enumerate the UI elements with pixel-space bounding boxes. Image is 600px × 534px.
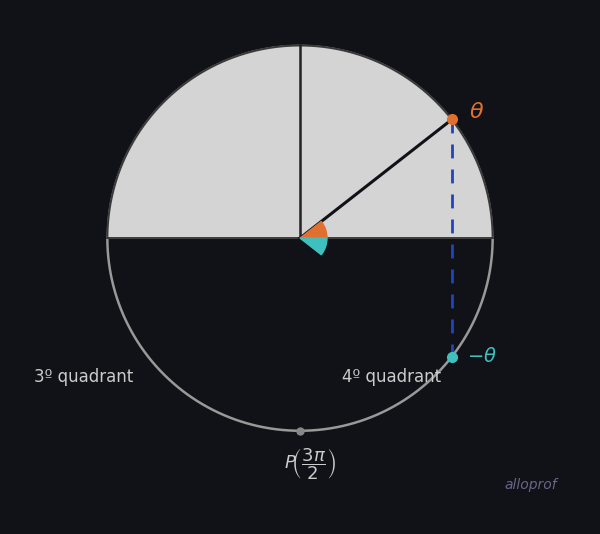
Wedge shape (300, 238, 327, 255)
Wedge shape (300, 222, 327, 238)
Text: $\theta$: $\theta$ (469, 102, 484, 122)
Text: 3º quadrant: 3º quadrant (34, 368, 133, 386)
Text: $-\theta$: $-\theta$ (467, 347, 497, 366)
Text: 4º quadrant: 4º quadrant (343, 368, 442, 386)
Text: $P\!\left(\dfrac{3\pi}{2}\right)$: $P\!\left(\dfrac{3\pi}{2}\right)$ (284, 446, 335, 482)
Polygon shape (107, 45, 493, 238)
Text: alloprof: alloprof (505, 478, 557, 492)
